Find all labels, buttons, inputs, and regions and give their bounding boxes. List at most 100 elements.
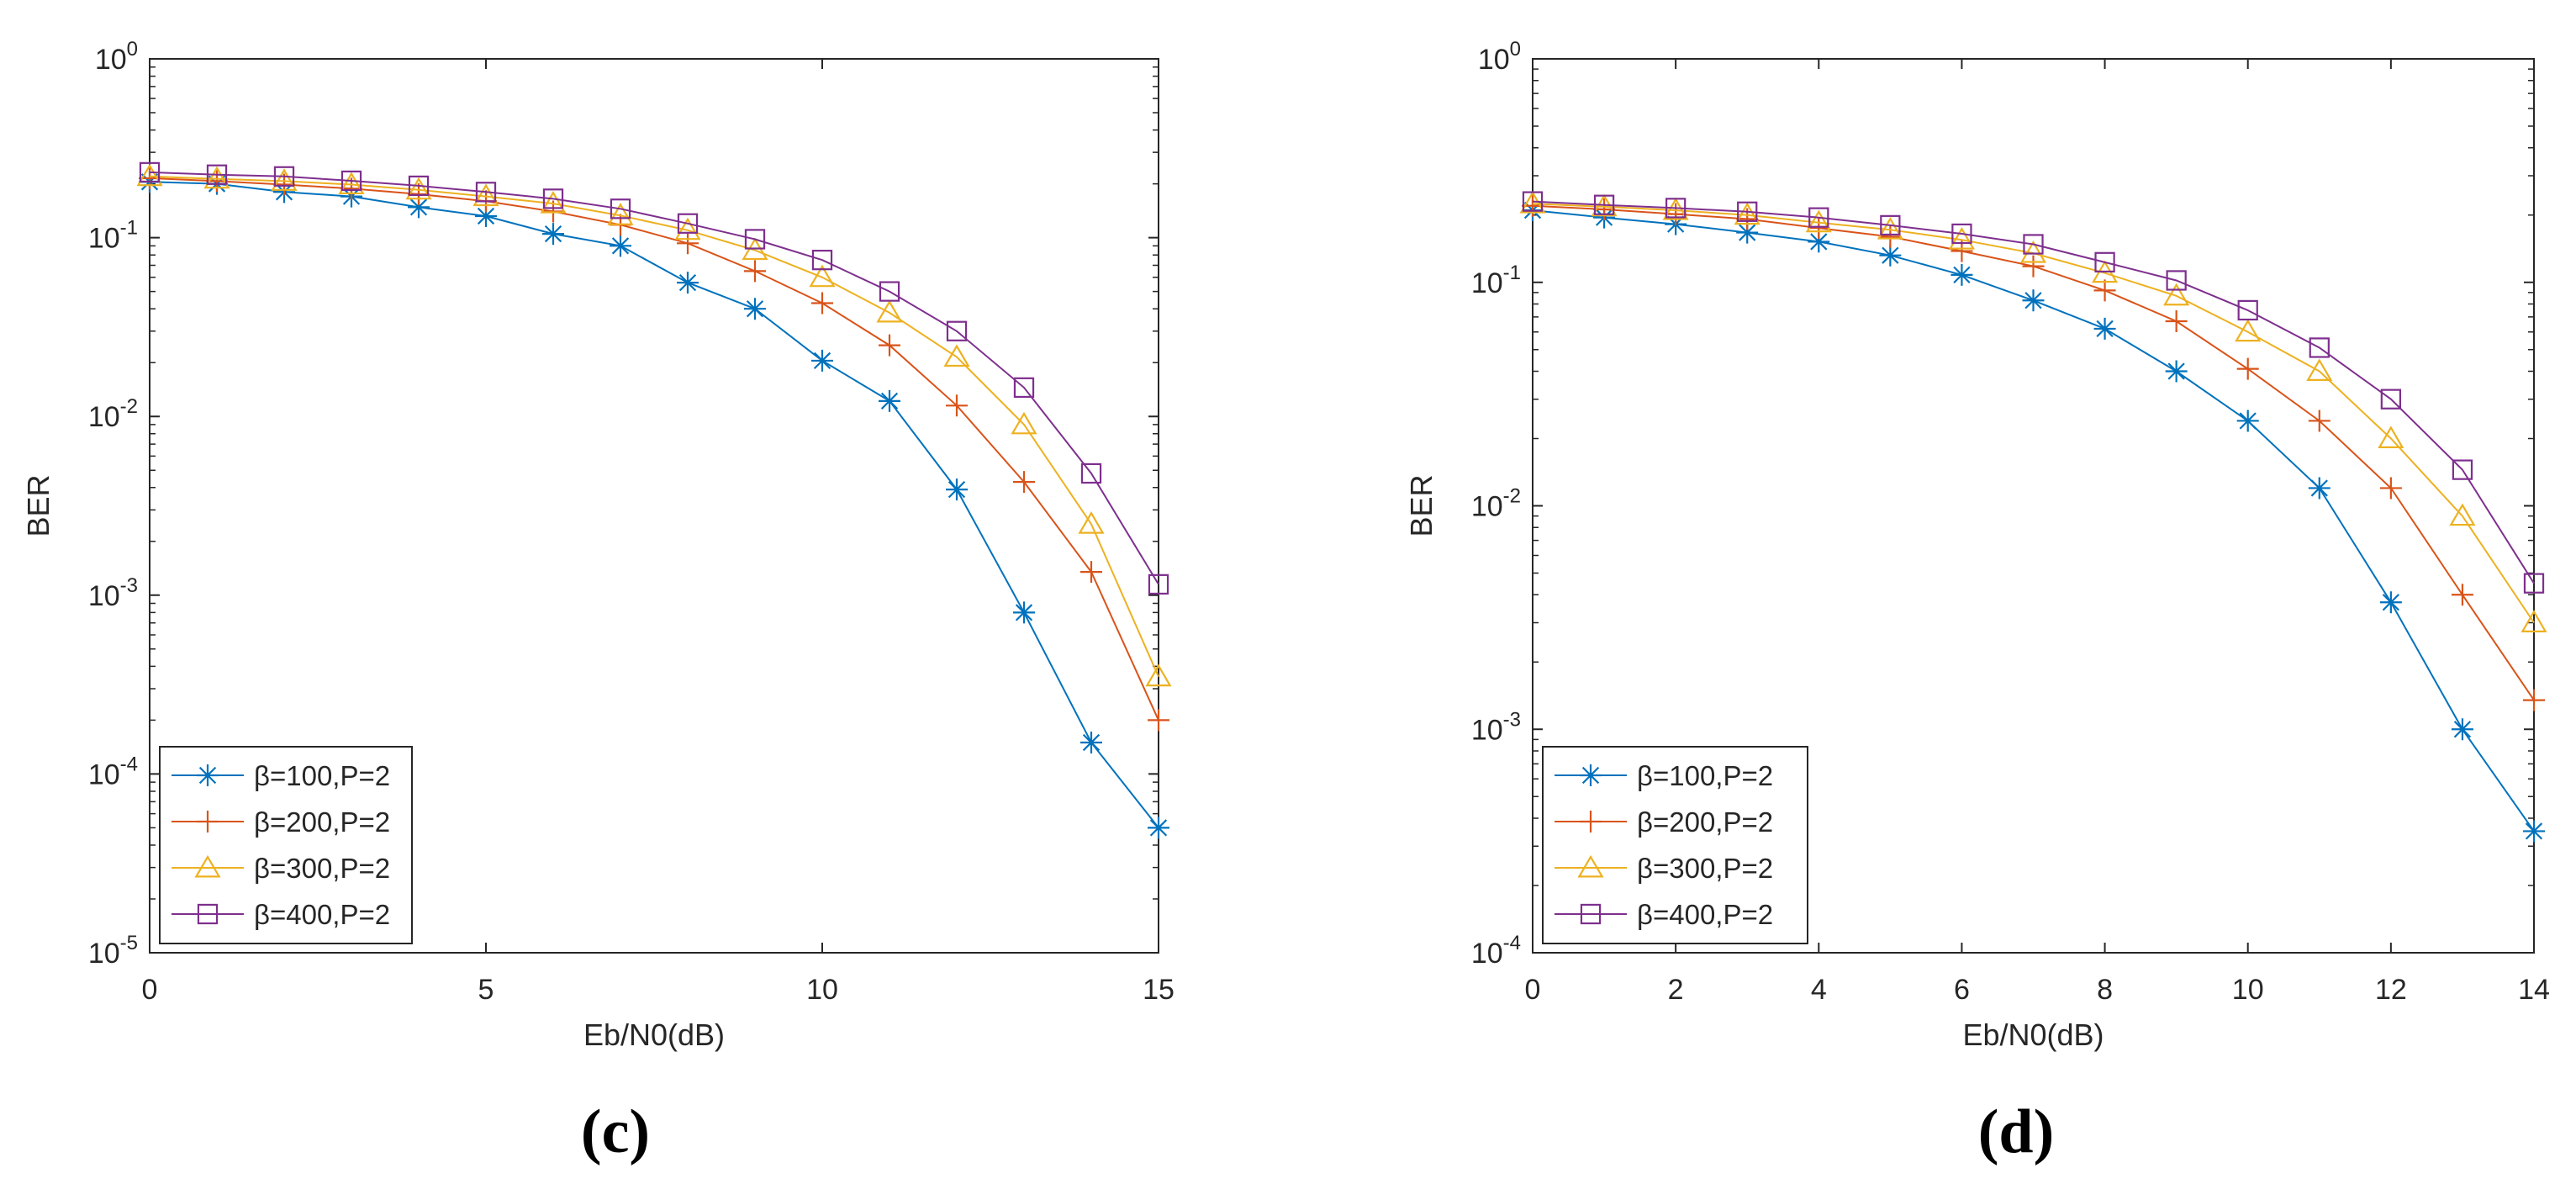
legend-label: β=200,P=2 [254,806,390,838]
y-tick-label: 10-1 [1471,262,1521,299]
series-1 [139,171,1169,839]
chart-panel-c: 0 5 10 15 10-5 10-4 10-3 10-2 10-1 100 Eb/N0(dB) BE… [21,38,1175,1166]
data-point [475,182,497,203]
data-point [2022,255,2045,278]
data-point [610,198,631,219]
data-point [1951,223,1972,245]
x-tick-label: 12 [2375,974,2407,1006]
data-point [1013,471,1035,494]
data-point [744,229,766,250]
series-3 [136,163,1172,687]
data-point [879,281,900,302]
data-point [542,188,564,209]
data-point [2306,358,2333,382]
series-line [149,175,1159,678]
series-4 [139,161,1169,595]
legend-label: β=100,P=2 [254,760,390,791]
data-point [408,196,430,219]
data-point [607,203,634,225]
data-point [1148,574,1169,595]
data-point [744,260,766,283]
data-point [2166,270,2187,291]
data-point [2449,503,2476,526]
data-point [2093,317,2116,340]
data-point [2094,251,2115,273]
data-point [2019,240,2047,263]
data-point [677,213,699,234]
y-tick-label: 10-2 [88,395,138,433]
legend-marker [194,854,221,878]
y-tick-label: 10-4 [88,753,138,790]
x-tick-label: 5 [478,974,494,1006]
series-line [149,177,1159,721]
y-tick-label: 10-5 [88,932,138,970]
data-point [1013,377,1035,399]
data-point [2023,234,2044,255]
data-point [1737,201,1758,222]
data-point [1879,244,1902,267]
data-point [1734,202,1760,225]
data-point [475,204,497,227]
data-point [2523,820,2545,843]
data-point [2309,337,2330,358]
data-point [610,235,631,257]
x-tick-label: 2 [1668,974,1684,1006]
data-point [1011,411,1037,435]
x-axis-label: Eb/N0(dB) [583,1018,725,1052]
data-point [811,349,833,372]
legend-marker [1580,764,1602,786]
data-point [136,163,163,187]
y-tick-label: 10-3 [88,574,138,612]
y-tick-label: 10-2 [1471,485,1521,523]
legend: β=100,P=2 β=200,P=2 β=300,P=2 β=400,P=2 [1542,746,1808,944]
data-point [2521,610,2547,632]
series-line [149,181,1159,829]
legend-marker [197,903,219,925]
data-point [2378,426,2404,449]
data-point [811,250,833,271]
legend-label: β=400,P=2 [254,899,390,930]
data-point [1522,191,1544,212]
data-point [2237,299,2258,321]
data-point [879,389,900,412]
series-line [1532,200,2535,584]
y-axis-label: BER [1404,474,1438,536]
data-point [1950,263,1973,286]
data-point [1148,817,1169,839]
panel-caption: (c) [581,1097,650,1166]
legend-label: β=200,P=2 [1637,806,1773,838]
data-point [273,173,295,196]
x-axis-label: Eb/N0(dB) [1962,1018,2104,1052]
data-point [2308,477,2331,500]
data-point [1808,217,1830,240]
data-point [2379,591,2402,614]
legend-marker [197,811,219,832]
x-tick-label: 14 [2518,974,2550,1006]
data-point [1665,203,1687,225]
data-point [1078,511,1105,534]
legend-marker [1580,811,1602,832]
data-point [338,172,365,195]
x-tick-label: 0 [142,974,158,1006]
data-point [1013,601,1035,624]
data-point [1665,198,1687,219]
data-point [946,478,968,501]
data-point [271,168,298,191]
data-point [139,161,161,183]
y-tick-label: 100 [95,38,138,76]
data-point [340,170,362,192]
data-point [472,183,499,207]
data-point [2452,459,2473,480]
legend-label: β=100,P=2 [1637,760,1773,791]
data-point [2093,279,2116,302]
data-point [2523,689,2545,711]
data-point [1948,226,1975,250]
data-point [2451,718,2473,741]
legend-marker [1577,854,1604,878]
data-point [1080,731,1102,753]
data-point [2308,410,2331,432]
y-tick-label: 100 [1478,38,1521,76]
data-point [1148,709,1169,732]
x-tick-label: 4 [1811,974,1827,1006]
data-point [677,272,699,294]
